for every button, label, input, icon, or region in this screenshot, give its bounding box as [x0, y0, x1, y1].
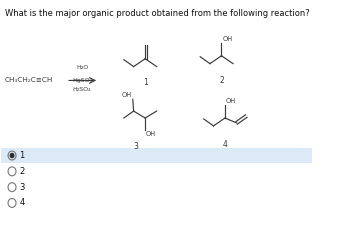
Text: OH: OH	[226, 98, 236, 104]
Text: H₂O: H₂O	[76, 65, 88, 70]
Text: 1: 1	[143, 78, 148, 87]
Text: OH: OH	[122, 92, 132, 98]
Bar	[1, 148, 312, 164]
Text: 3: 3	[134, 142, 139, 151]
Text: 4: 4	[223, 140, 228, 149]
Text: HgSO₄: HgSO₄	[72, 78, 92, 83]
Text: 1: 1	[19, 151, 25, 160]
Text: What is the major organic product obtained from the following reaction?: What is the major organic product obtain…	[5, 9, 310, 18]
Text: 2: 2	[19, 167, 25, 176]
Text: CH₃CH₂C≡CH: CH₃CH₂C≡CH	[5, 78, 53, 83]
Text: 4: 4	[19, 199, 25, 208]
Circle shape	[9, 153, 14, 158]
Text: 3: 3	[19, 183, 25, 192]
Text: OH: OH	[146, 131, 156, 137]
Text: OH: OH	[222, 36, 232, 42]
Text: H₂SO₄: H₂SO₄	[73, 87, 91, 92]
Text: 2: 2	[219, 75, 224, 85]
